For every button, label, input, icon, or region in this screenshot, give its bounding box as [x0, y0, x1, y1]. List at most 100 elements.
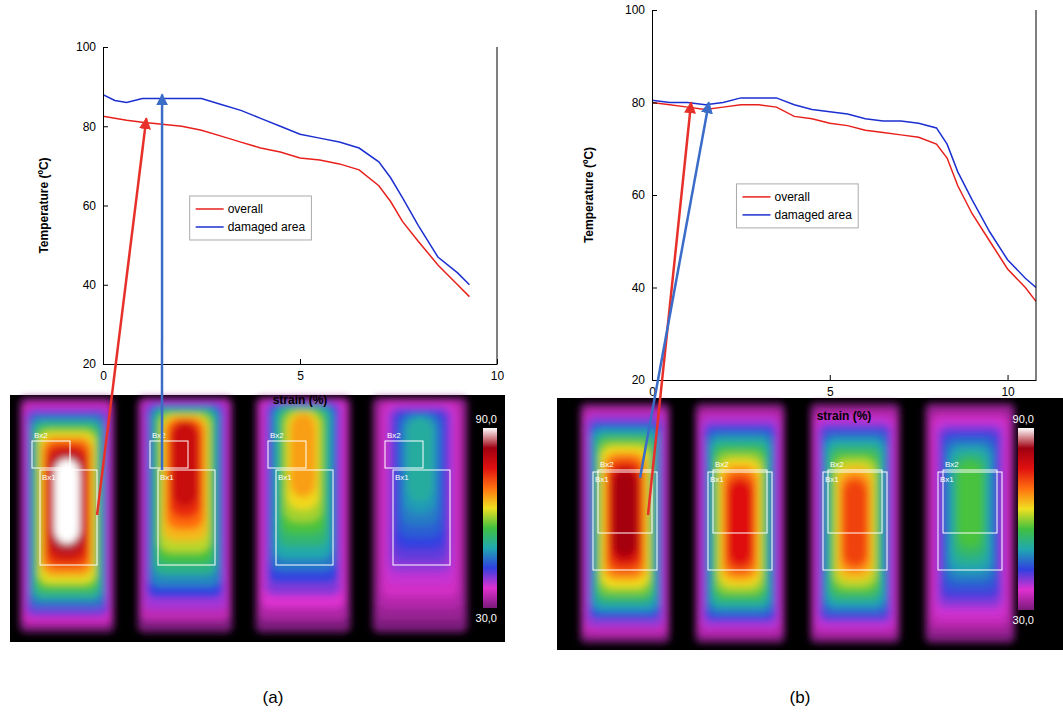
thermal-layer — [937, 424, 1003, 608]
tick-label: 100 — [625, 3, 645, 17]
roi-box — [40, 470, 97, 565]
thermal-background — [557, 398, 1063, 650]
thermal-layer — [958, 462, 982, 548]
thermal-layer — [26, 409, 108, 617]
thermal-layer — [713, 445, 767, 601]
roi-box — [938, 472, 1002, 570]
legend-swatch — [196, 208, 224, 210]
tick-label: 40 — [632, 281, 646, 295]
thermal-layer — [54, 459, 79, 543]
thermal-layer — [928, 408, 1012, 634]
roi-label: Bx1 — [160, 473, 174, 482]
thermal-layer — [395, 410, 446, 549]
thermal-image — [256, 398, 351, 633]
thermal-layer — [385, 405, 455, 585]
roi-box — [393, 470, 450, 565]
thermal-layer — [281, 409, 325, 534]
thermal-layer — [840, 473, 870, 573]
tick: 40 — [83, 278, 108, 292]
thermal-layer — [831, 452, 879, 594]
thermal-layer — [150, 407, 220, 587]
thermal-layer — [265, 402, 341, 596]
roi-label: Bx1 — [278, 473, 292, 482]
tick-label: 100 — [76, 40, 96, 54]
thermal-images: Bx2Bx1Bx2Bx1Bx2Bx1Bx2Bx190,030,0 — [10, 395, 505, 642]
roi-label: Bx2 — [34, 431, 48, 440]
colorbar-label: 90,0 — [1013, 413, 1034, 425]
thermal-layer — [376, 399, 465, 620]
roi-box — [150, 441, 188, 468]
thermal-image — [20, 398, 115, 633]
tick: 60 — [632, 188, 657, 202]
roi-box — [158, 470, 215, 565]
roi-label: Bx2 — [152, 431, 166, 440]
thermal-layer — [834, 459, 876, 587]
x-axis-title: strain (%) — [817, 409, 872, 423]
thermal-layer — [813, 410, 897, 636]
tick: 10 — [1001, 375, 1015, 399]
roi-box — [385, 441, 423, 468]
thermal-layer — [290, 413, 315, 497]
tick: 60 — [83, 199, 108, 213]
thermal-layer — [707, 431, 773, 615]
panel-label: (a) — [263, 688, 284, 707]
roi-label: Bx1 — [595, 475, 609, 484]
thermal-layer — [287, 412, 319, 510]
tick-mark — [1008, 375, 1009, 380]
tick-label: 60 — [83, 199, 97, 213]
thermal-layer — [262, 400, 344, 608]
thermal-layer — [39, 431, 96, 584]
roi-label: Bx2 — [715, 460, 729, 469]
tick: 5 — [297, 359, 304, 383]
roi-label: Bx1 — [710, 475, 724, 484]
y-axis-title: Temperature (ºC) — [582, 147, 596, 243]
thermal-image — [138, 398, 233, 633]
tick-mark — [103, 126, 108, 127]
panel: Bx2Bx1Bx2Bx1Bx2Bx1Bx2Bx190,030,005102040… — [557, 3, 1063, 707]
legend-label: overall — [774, 190, 809, 204]
thermal-layer — [940, 430, 1000, 600]
thermal-layer — [169, 420, 201, 518]
roi-box — [268, 441, 306, 468]
thermal-layer — [404, 416, 436, 514]
thermal-layer — [925, 403, 1015, 643]
thermal-layer — [20, 398, 115, 633]
annotation-arrow — [640, 103, 709, 479]
tick-mark — [103, 206, 108, 207]
tick-mark — [652, 380, 657, 381]
plot-lines — [103, 95, 469, 297]
thermal-image — [925, 403, 1015, 643]
thermal-layer — [610, 465, 640, 565]
tick: 80 — [83, 120, 108, 134]
thermal-image — [810, 403, 900, 643]
tick: 5 — [827, 375, 834, 399]
thermal-layer — [701, 417, 779, 629]
tick-label: 5 — [827, 385, 834, 399]
thermal-layer — [379, 401, 461, 609]
roi-box — [708, 472, 772, 570]
thermal-layer — [725, 473, 755, 573]
tick-mark — [103, 364, 108, 365]
colorbar-label: 30,0 — [1013, 614, 1034, 626]
tick-label: 10 — [491, 369, 505, 383]
legend-box — [736, 184, 858, 228]
roi-label: Bx1 — [395, 473, 409, 482]
thermal-layer — [934, 419, 1006, 617]
thermal-layer — [704, 424, 776, 622]
axis-line — [653, 380, 1037, 381]
roi-label: Bx2 — [830, 460, 844, 469]
legend-label: overall — [228, 202, 263, 216]
thermal-layer — [45, 442, 89, 567]
thermal-layer — [592, 428, 658, 612]
legend-label: damaged area — [228, 220, 306, 234]
thermal-background — [10, 395, 505, 642]
tick-mark — [652, 10, 657, 11]
thermal-layer — [278, 408, 329, 547]
legend-swatch — [742, 214, 770, 216]
tick: 20 — [632, 373, 657, 387]
legend: overall damaged area — [190, 196, 312, 240]
frame-right — [1036, 10, 1037, 380]
legend-box — [190, 196, 312, 240]
series-line — [103, 116, 469, 296]
tick-mark — [652, 103, 657, 104]
